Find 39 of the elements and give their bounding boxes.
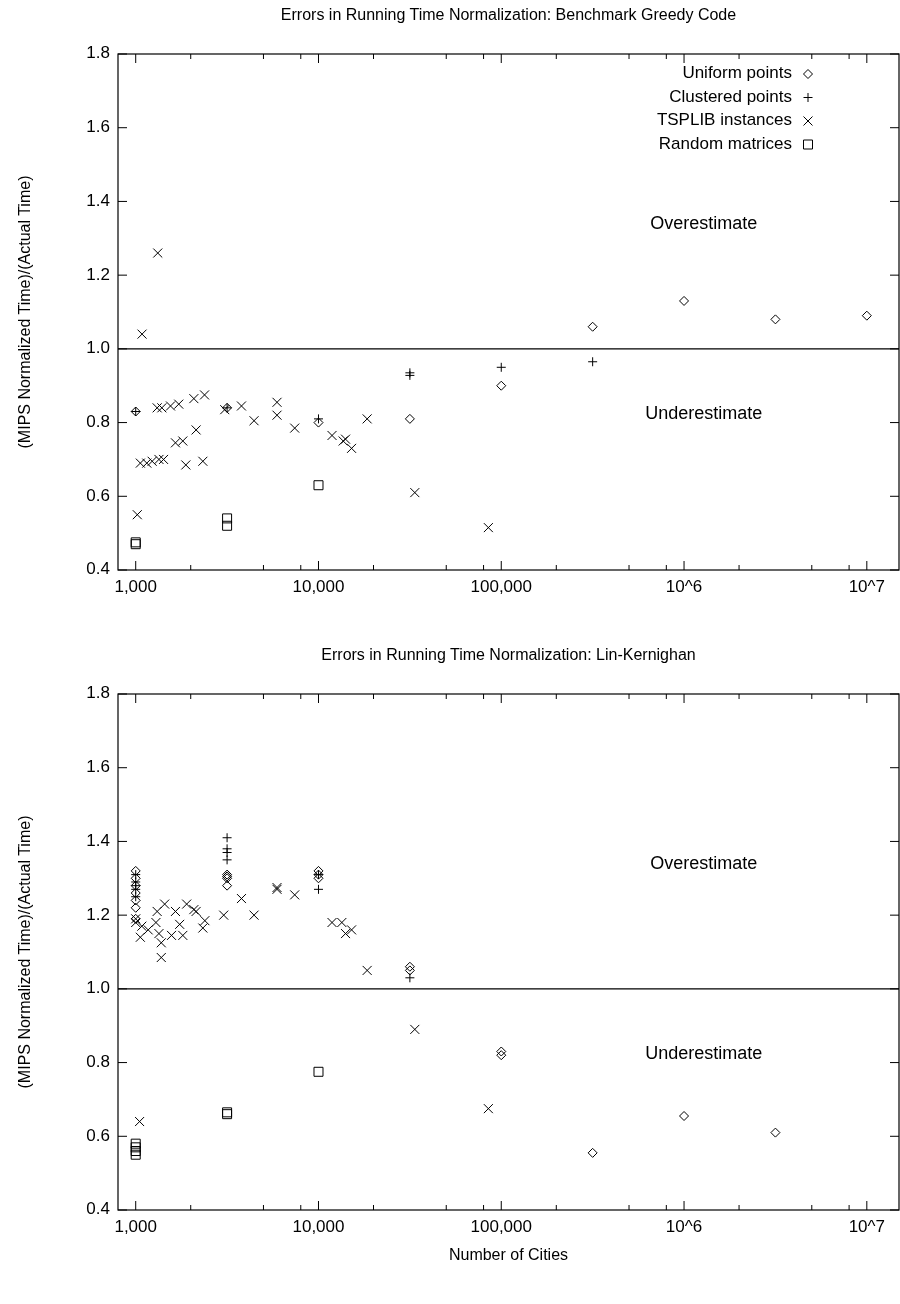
annotation: Underestimate xyxy=(645,402,763,423)
y-axis-title: (MIPS Normalized Time)/(Actual Time) xyxy=(16,175,34,449)
y-tick-label: 1.2 xyxy=(86,264,110,284)
y-tick-label: 0.6 xyxy=(86,1125,110,1145)
y-tick-label: 0.4 xyxy=(86,1199,110,1219)
legend-label: Clustered points xyxy=(669,86,792,106)
annotation: Underestimate xyxy=(645,1042,763,1063)
chart-title: Errors in Running Time Normalization: Lin-Kernighan xyxy=(321,646,696,663)
x-tick-label: 10^6 xyxy=(665,1217,703,1236)
y-tick-label: 1.2 xyxy=(86,904,110,924)
x-tick-label: 1,000 xyxy=(114,577,157,596)
x-tick-label: 1,000 xyxy=(114,1217,157,1236)
x-tick-label: 10^6 xyxy=(665,577,703,596)
annotation: Overestimate xyxy=(650,212,758,233)
y-axis-title: (MIPS Normalized Time)/(Actual Time) xyxy=(16,815,34,1089)
y-tick-label: 1.8 xyxy=(86,43,110,63)
legend-label: Random matrices xyxy=(658,133,792,153)
chart-title: Errors in Running Time Normalization: Benchmark Greedy Code xyxy=(280,6,737,23)
legend-label: TSPLIB instances xyxy=(656,110,792,130)
x-tick-label: 10^7 xyxy=(848,1217,885,1236)
y-tick-label: 1.4 xyxy=(86,830,110,850)
y-tick-label: 0.8 xyxy=(86,1052,110,1072)
annotation: Overestimate xyxy=(650,852,758,873)
legend-label: Uniform points xyxy=(682,63,792,83)
y-tick-label: 0.6 xyxy=(86,485,110,505)
x-tick-label: 10,000 xyxy=(292,1217,345,1236)
y-tick-label: 1.0 xyxy=(86,338,110,358)
x-tick-label: 100,000 xyxy=(470,577,532,596)
y-tick-label: 1.8 xyxy=(86,683,110,703)
y-tick-label: 0.4 xyxy=(86,559,110,579)
x-tick-label: 10,000 xyxy=(292,577,345,596)
y-tick-label: 1.6 xyxy=(86,117,110,137)
y-tick-label: 1.6 xyxy=(86,757,110,777)
y-tick-label: 0.8 xyxy=(86,412,110,432)
x-tick-label: 100,000 xyxy=(470,1217,532,1236)
y-tick-label: 1.0 xyxy=(86,978,110,998)
x-axis-title: Number of Cities xyxy=(448,1246,569,1263)
y-tick-label: 1.4 xyxy=(86,190,110,210)
x-tick-label: 10^7 xyxy=(848,577,885,596)
